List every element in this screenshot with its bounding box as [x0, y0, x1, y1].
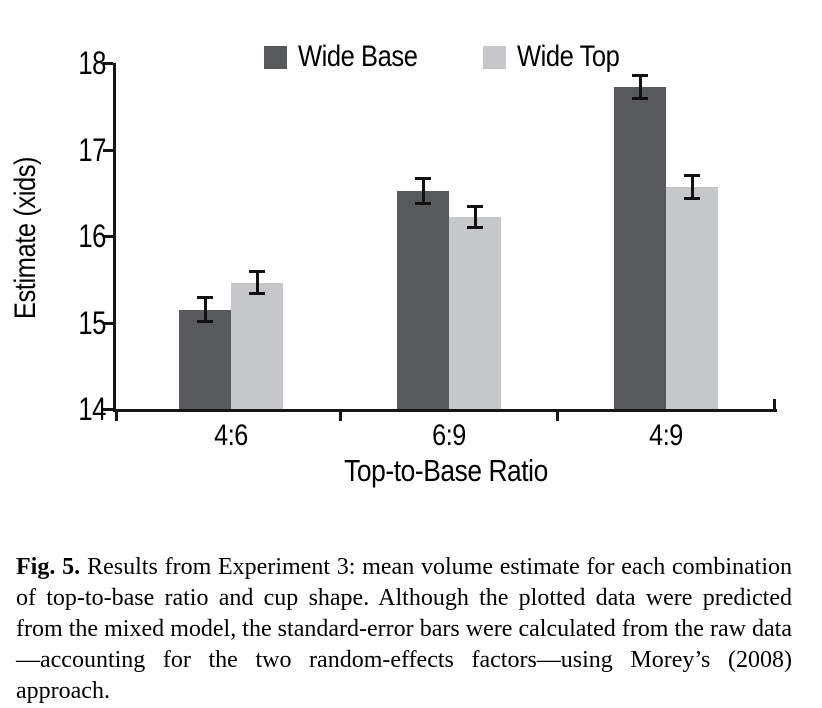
error-bar-cap-bottom — [249, 291, 265, 295]
error-bar-cap-top — [197, 296, 213, 300]
chart-legend: Wide Base Wide Top — [264, 42, 637, 72]
x-tick-label-4-6: 4:6 — [214, 419, 248, 452]
x-tick-label-6-9: 6:9 — [432, 419, 466, 452]
error-bar-cap-bottom — [684, 196, 700, 200]
y-tick-label: 15 — [78, 305, 106, 341]
y-axis-title: Estimate (xids) — [9, 156, 42, 320]
x-axis-line — [113, 409, 777, 412]
error-bar-cap-top — [632, 74, 648, 78]
legend-label-wide-top: Wide Top — [516, 40, 620, 73]
caption-fig-label: Fig. 5. — [16, 554, 81, 580]
y-tick — [103, 408, 113, 411]
error-bar-cap-top — [467, 204, 483, 208]
error-bar-cap-bottom — [197, 319, 213, 323]
y-tick — [103, 322, 113, 325]
legend-entry-wide-base: Wide Base — [264, 42, 439, 72]
y-axis-line — [113, 63, 116, 412]
error-bar-stem — [638, 75, 642, 100]
bar-wide-base-4-6 — [179, 309, 231, 409]
error-bar-cap-bottom — [415, 201, 431, 205]
error-bar-cap-bottom — [467, 226, 483, 230]
bar-wide-base-6-9 — [397, 191, 449, 409]
figure-caption: Fig. 5. Results from Experiment 3: mean v… — [16, 552, 792, 707]
bar-chart: Wide Base Wide Top Estimate (xids) Top-t… — [9, 42, 777, 488]
bar-wide-top-4-9 — [666, 186, 718, 409]
y-tick — [103, 149, 113, 152]
bar-wide-base-4-9 — [614, 87, 666, 409]
error-bar-cap-bottom — [632, 97, 648, 101]
error-bar-stem — [690, 174, 694, 199]
error-bar-cap-top — [249, 270, 265, 274]
y-tick-label: 14 — [78, 391, 106, 427]
error-bar-stem — [421, 178, 425, 204]
wide-top-swatch — [482, 45, 506, 69]
x-tick — [339, 412, 342, 421]
caption-text: Results from Experiment 3: mean volume e… — [16, 554, 793, 704]
x-tick — [115, 412, 118, 421]
wide-base-swatch — [264, 45, 287, 69]
x-tick — [556, 412, 559, 421]
error-bar-cap-top — [684, 173, 700, 177]
error-bar-stem — [203, 297, 207, 322]
x-end-tick — [773, 399, 776, 410]
error-bar-cap-top — [415, 177, 431, 181]
y-tick-label: 17 — [78, 132, 106, 168]
error-bar-stem — [255, 271, 259, 294]
bar-wide-top-4-6 — [231, 282, 283, 409]
y-tick-label: 18 — [78, 45, 106, 81]
x-axis-title: Top-to-Base Ratio — [344, 453, 548, 488]
legend-label-wide-base: Wide Base — [298, 40, 418, 73]
y-tick-label: 16 — [78, 218, 106, 254]
x-tick-label-4-9: 4:9 — [649, 419, 683, 452]
y-tick — [103, 235, 113, 238]
error-bar-stem — [473, 205, 477, 229]
y-tick — [103, 62, 113, 65]
bar-wide-top-6-9 — [449, 216, 501, 409]
legend-entry-wide-top: Wide Top — [482, 40, 638, 73]
